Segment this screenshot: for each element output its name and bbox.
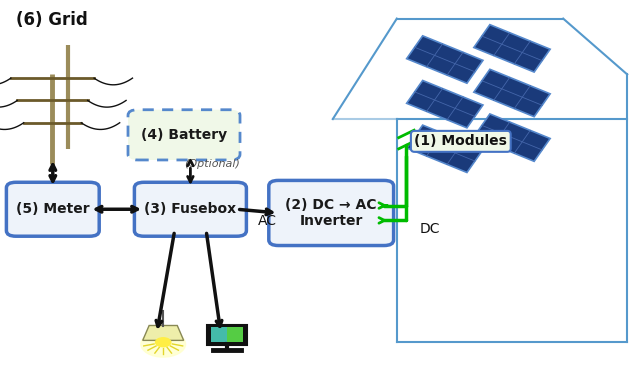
FancyBboxPatch shape [207, 325, 247, 345]
Text: AC: AC [257, 214, 276, 228]
Text: (6) Grid: (6) Grid [16, 11, 88, 29]
Polygon shape [406, 80, 483, 128]
FancyBboxPatch shape [128, 110, 240, 160]
Polygon shape [474, 25, 550, 72]
Polygon shape [143, 326, 184, 340]
FancyBboxPatch shape [134, 182, 246, 236]
FancyBboxPatch shape [227, 327, 243, 342]
Circle shape [156, 338, 171, 347]
Polygon shape [406, 125, 483, 173]
FancyBboxPatch shape [269, 180, 394, 246]
Polygon shape [474, 114, 550, 161]
Text: DC: DC [419, 222, 440, 236]
Polygon shape [474, 69, 550, 117]
FancyBboxPatch shape [6, 182, 99, 236]
Text: (Optional): (Optional) [184, 160, 241, 169]
Text: (3) Fusebox: (3) Fusebox [145, 202, 236, 216]
Text: (2) DC → AC
Inverter: (2) DC → AC Inverter [285, 198, 377, 228]
FancyBboxPatch shape [211, 327, 243, 342]
Text: (5) Meter: (5) Meter [16, 202, 90, 216]
Circle shape [141, 331, 186, 357]
Polygon shape [406, 36, 483, 83]
Text: (4) Battery: (4) Battery [141, 128, 227, 142]
Text: (1) Modules: (1) Modules [414, 134, 508, 148]
